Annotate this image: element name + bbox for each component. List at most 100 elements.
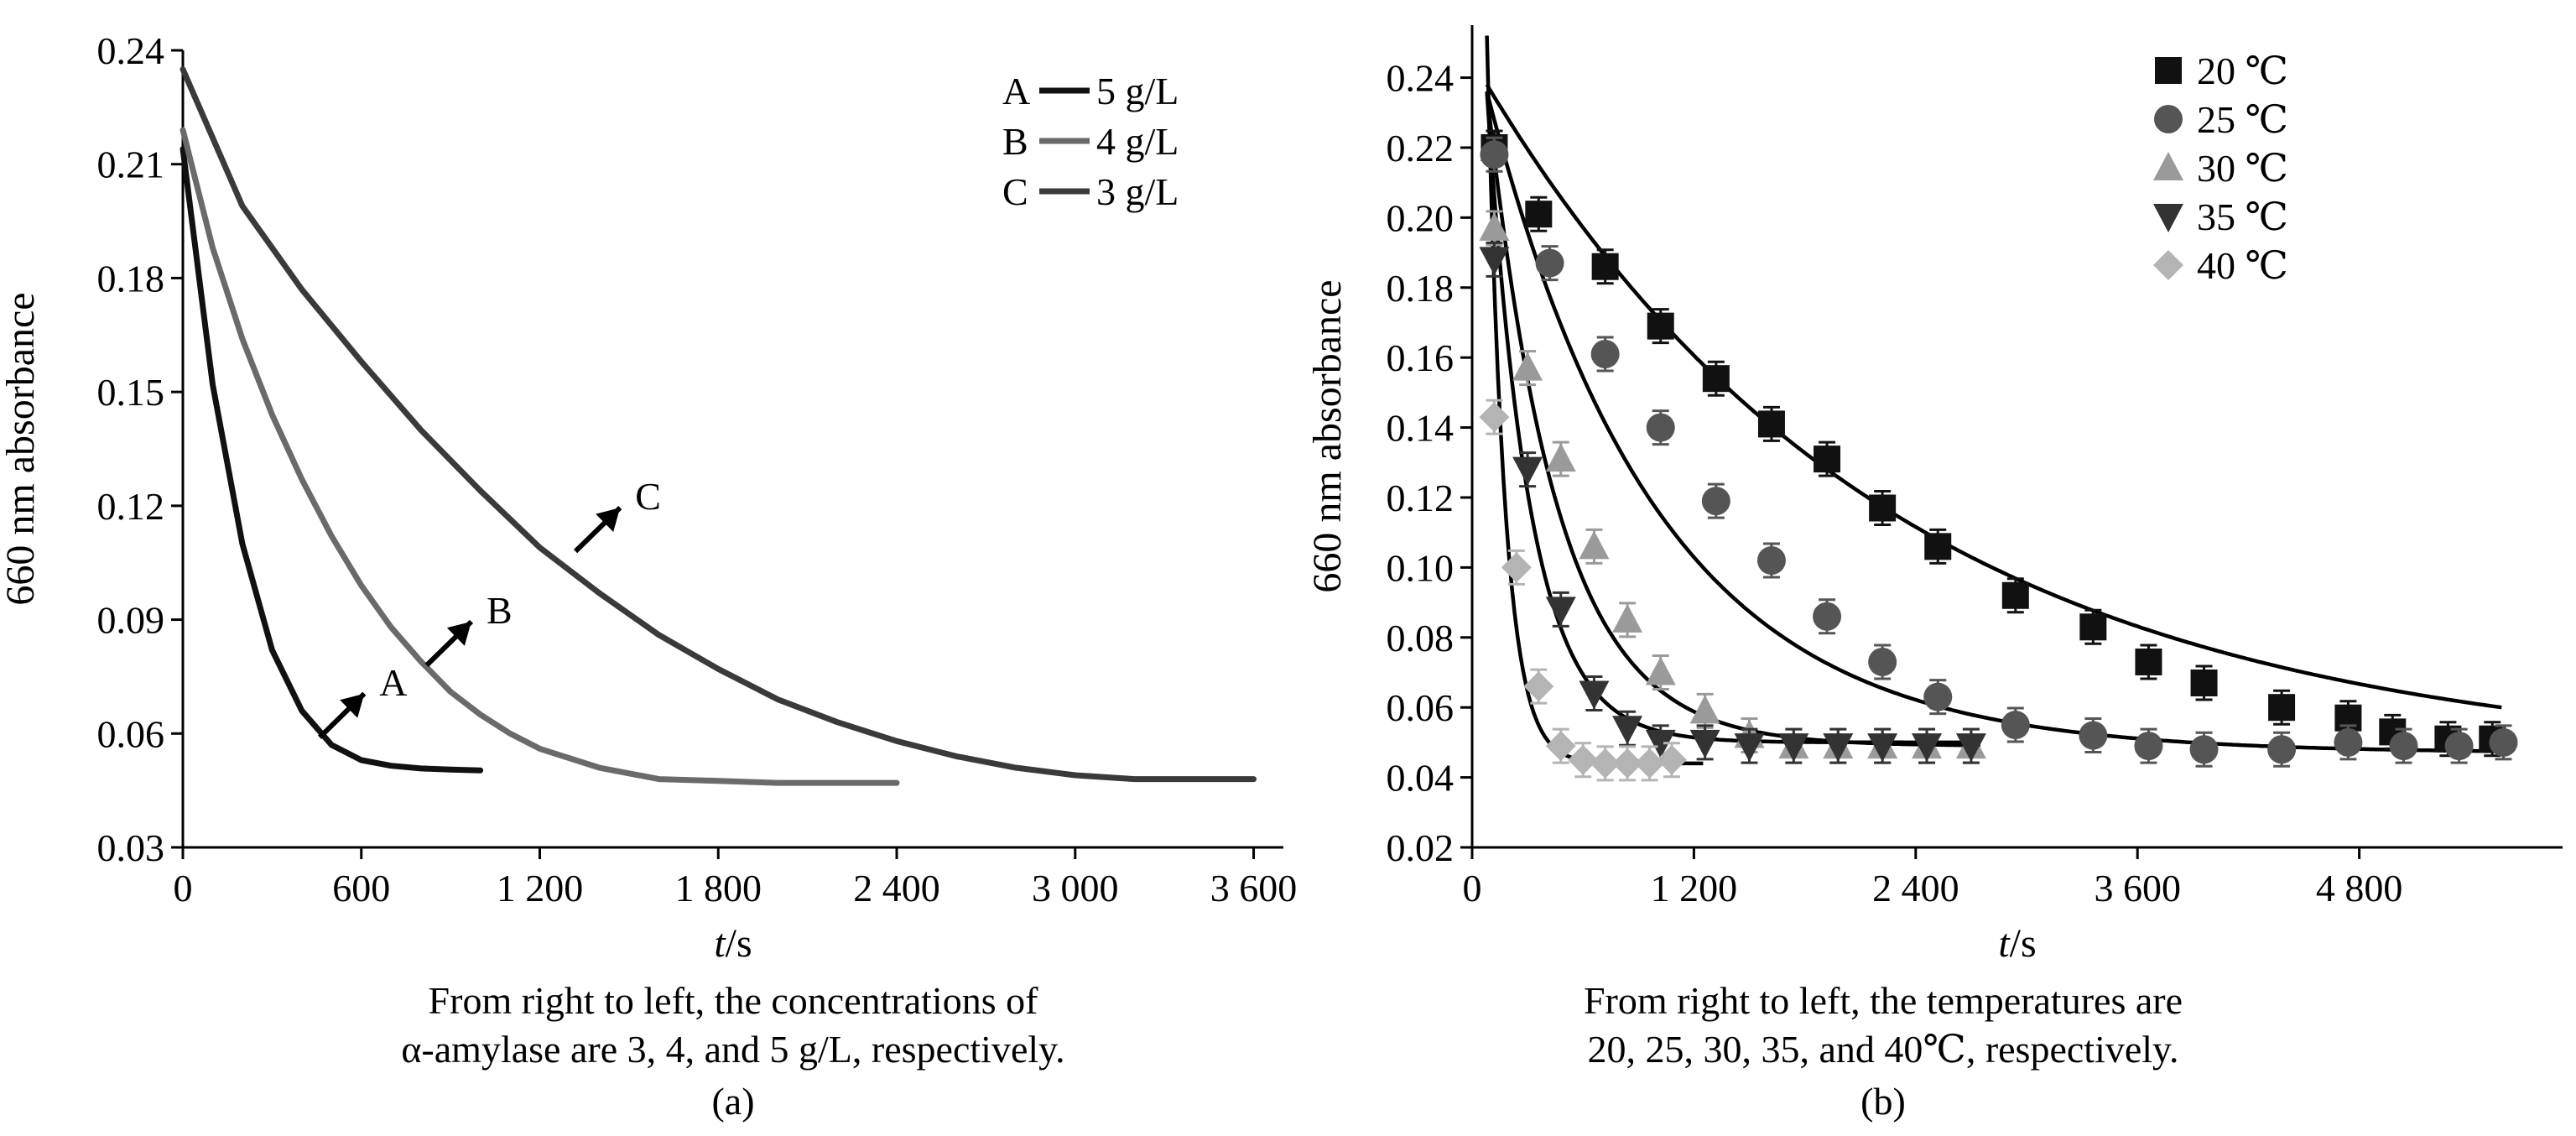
legend-label: 5 g/L — [1096, 70, 1179, 112]
y-tick-label: 0.04 — [1387, 757, 1455, 800]
data-point — [1590, 340, 1620, 368]
legend-label: 40 ℃ — [2197, 244, 2288, 287]
figure-caption-line: From right to left, the concentrations o… — [429, 979, 1039, 1022]
data-point — [1645, 656, 1676, 685]
legend-marker — [2153, 204, 2183, 232]
legend-marker — [2153, 250, 2183, 280]
data-point — [1702, 365, 1730, 393]
data-point — [2190, 670, 2218, 696]
data-point — [1634, 748, 1665, 779]
fit-curve — [1485, 91, 1980, 748]
legend-key: C — [1002, 170, 1028, 213]
data-point — [1535, 248, 1564, 278]
x-tick-label: 1 800 — [675, 867, 762, 909]
data-point — [2135, 648, 2162, 675]
data-point — [1868, 647, 1897, 676]
annotation-label: C — [635, 475, 661, 518]
legend-label: 25 ℃ — [2197, 98, 2288, 141]
y-tick-label: 0.20 — [1387, 196, 1455, 239]
data-point — [1869, 494, 1897, 522]
y-tick-label: 0.03 — [97, 826, 165, 869]
legend-label: 35 ℃ — [2197, 195, 2288, 238]
data-point — [2079, 721, 2108, 750]
x-tick-label: 0 — [1463, 867, 1482, 909]
y-tick-label: 0.09 — [97, 599, 165, 642]
data-point — [1612, 748, 1643, 779]
x-tick-label: 4 800 — [2316, 867, 2403, 909]
data-point — [1823, 733, 1854, 763]
data-point — [1568, 744, 1599, 775]
data-point — [1545, 597, 1576, 626]
data-point — [1523, 671, 1554, 702]
data-point — [1647, 312, 1674, 340]
y-tick-label: 0.24 — [1387, 57, 1455, 100]
fit-curve — [1485, 83, 2502, 710]
y-axis-title: 660 nm absorbance — [0, 292, 43, 605]
data-point — [1955, 733, 1986, 763]
legend-marker — [2155, 57, 2182, 84]
data-point — [1814, 446, 1841, 473]
y-tick-label: 0.02 — [1387, 826, 1455, 869]
data-point — [2079, 613, 2107, 641]
x-tick-label: 2 400 — [1872, 867, 1959, 909]
data-point — [1612, 716, 1643, 745]
y-tick-label: 0.15 — [97, 371, 165, 414]
legend-label: 3 g/L — [1096, 170, 1179, 213]
data-point — [1757, 410, 1785, 438]
data-point — [1479, 402, 1510, 433]
data-point — [1756, 546, 1786, 576]
series-line-B — [180, 127, 900, 786]
x-tick-label: 3 600 — [1210, 867, 1298, 909]
legend-marker — [2154, 105, 2183, 133]
x-tick-label: 3 000 — [1032, 867, 1119, 909]
annotation-arrow-head — [446, 621, 471, 646]
annotation-arrow-head — [596, 508, 621, 533]
y-tick-label: 0.21 — [97, 143, 165, 186]
y-tick-label: 0.18 — [97, 257, 165, 300]
data-point — [2268, 694, 2296, 722]
data-point — [1479, 211, 1510, 241]
x-tick-label: 0 — [174, 867, 193, 909]
data-point — [1579, 530, 1610, 560]
x-axis-title-variable: t — [1998, 921, 2011, 966]
x-tick-label: 3 600 — [2094, 867, 2181, 909]
figure-caption-line: 20, 25, 30, 35, and 40℃, respectively. — [1587, 1028, 2178, 1071]
data-point — [2189, 735, 2219, 764]
data-point — [2334, 727, 2363, 757]
data-point — [1590, 748, 1621, 779]
y-tick-label: 0.24 — [97, 29, 165, 72]
data-point — [2001, 581, 2029, 609]
data-point — [2444, 732, 2474, 761]
data-point — [1545, 443, 1576, 472]
data-point — [1591, 253, 1619, 280]
panel-label: (a) — [711, 1080, 754, 1123]
data-point — [2001, 711, 2030, 740]
data-point — [1778, 733, 1809, 763]
y-tick-label: 0.10 — [1387, 546, 1455, 589]
legend-key: A — [1002, 70, 1030, 112]
data-point — [2267, 735, 2297, 764]
x-tick-label: 600 — [332, 867, 390, 909]
legend-key: B — [1002, 120, 1028, 163]
x-tick-label: 1 200 — [1651, 867, 1738, 909]
y-tick-label: 0.18 — [1387, 267, 1455, 310]
figure-caption-line: From right to left, the temperatures are — [1584, 979, 2183, 1022]
legend-label: 4 g/L — [1096, 120, 1179, 163]
y-tick-label: 0.22 — [1387, 127, 1455, 169]
data-point — [2389, 732, 2418, 761]
chart-panel-b: 0.02 0.04 0.06 0.08 0.10 0.12 0.14 0.16 0.18 0.20… — [1305, 25, 2563, 1123]
data-point — [1867, 733, 1898, 763]
legend-marker — [2153, 152, 2183, 180]
y-tick-label: 0.12 — [1387, 477, 1455, 519]
y-tick-label: 0.14 — [1387, 407, 1455, 450]
data-point — [1656, 744, 1687, 775]
y-tick-label: 0.16 — [1387, 336, 1455, 379]
fit-curve — [1485, 91, 1980, 745]
x-axis-title-unit: /s — [2010, 921, 2037, 966]
data-point — [1579, 680, 1610, 710]
data-point — [1479, 247, 1510, 276]
data-point — [1545, 731, 1576, 762]
data-point — [1813, 602, 1842, 631]
data-point — [1501, 552, 1532, 583]
